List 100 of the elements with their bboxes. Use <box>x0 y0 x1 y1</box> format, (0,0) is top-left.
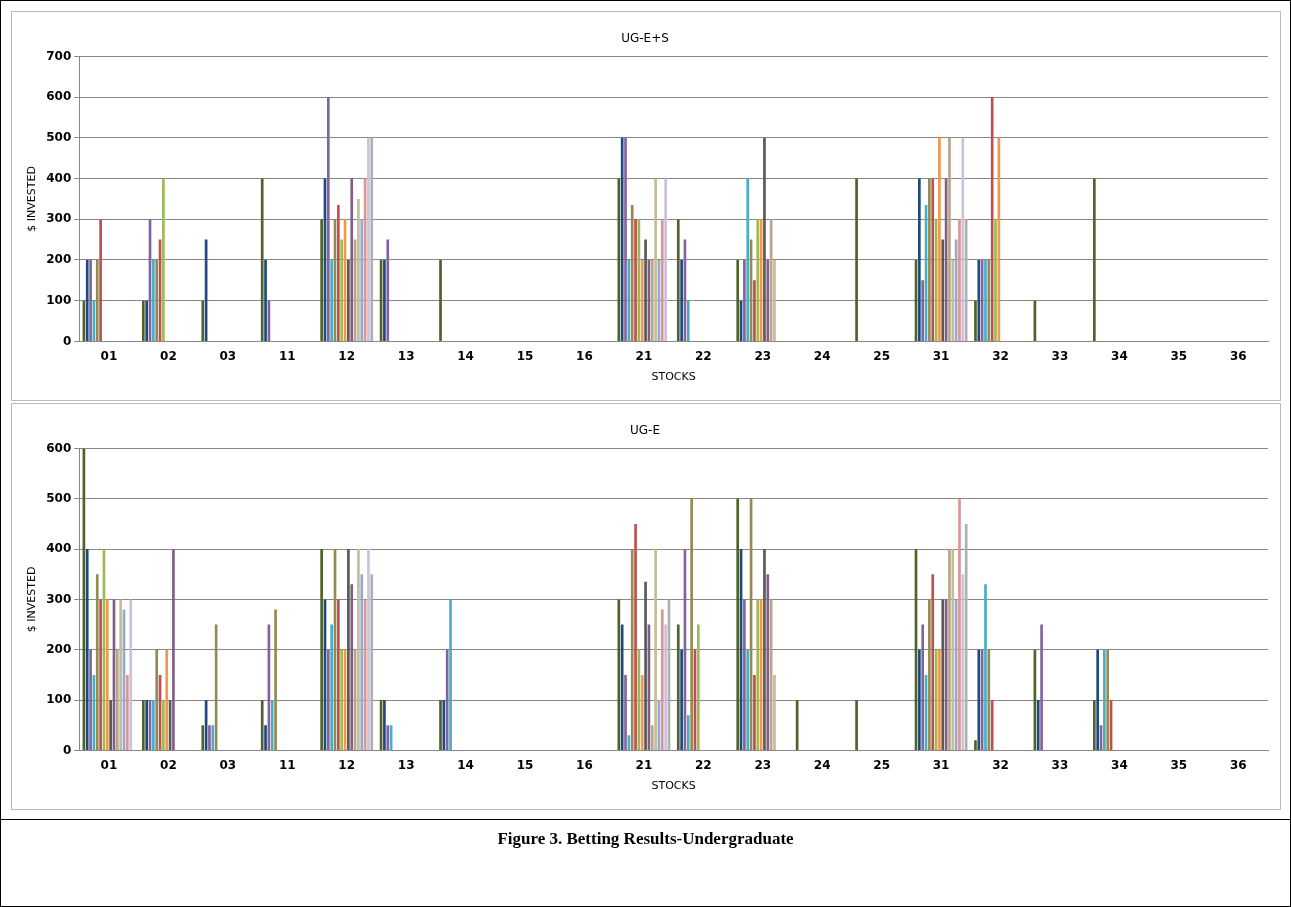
bar <box>624 137 627 341</box>
bar <box>736 498 740 750</box>
bar <box>126 674 129 750</box>
x-tick-label: 32 <box>992 348 1009 363</box>
x-tick-label: 31 <box>932 757 950 772</box>
bar <box>260 700 264 750</box>
bar <box>921 280 925 341</box>
bar <box>938 649 941 750</box>
bar <box>696 624 700 750</box>
bar <box>686 300 690 341</box>
x-tick-label: 15 <box>516 757 534 772</box>
x-tick-label: 15 <box>516 348 534 363</box>
x-tick-label: 34 <box>1111 757 1128 772</box>
bar <box>931 574 935 750</box>
bar <box>680 649 683 750</box>
x-tick-label: 33 <box>1051 348 1069 363</box>
bar <box>984 259 987 341</box>
y-tick-label: 500 <box>46 129 72 144</box>
bar <box>743 599 746 750</box>
bar <box>383 259 386 341</box>
bar <box>961 137 965 341</box>
x-tick-label: 13 <box>397 348 415 363</box>
y-axis-title: $ INVESTED <box>25 566 39 633</box>
bar <box>941 239 945 341</box>
x-tick-label: 22 <box>694 348 712 363</box>
bar <box>350 178 354 341</box>
x-tick-label: 25 <box>873 757 891 772</box>
bar <box>855 700 858 750</box>
bar <box>918 178 921 341</box>
bar <box>987 649 991 750</box>
bar <box>162 700 165 750</box>
chart-title: UG-E+S <box>621 31 669 46</box>
bar <box>617 599 621 750</box>
y-tick-label: 600 <box>46 440 72 455</box>
bar <box>201 725 205 750</box>
bar <box>1096 649 1100 750</box>
bar <box>337 205 340 341</box>
bar <box>360 574 364 750</box>
bar <box>439 700 442 750</box>
y-tick-label: 700 <box>46 48 72 63</box>
x-tick-label: 03 <box>219 757 237 772</box>
bar <box>270 700 274 750</box>
bar <box>964 523 968 750</box>
y-tick-label: 0 <box>62 333 72 348</box>
y-tick-label: 0 <box>62 742 72 757</box>
y-tick-label: 100 <box>46 292 72 307</box>
bar <box>330 259 334 341</box>
x-tick-label: 12 <box>338 348 356 363</box>
x-tick-label: 11 <box>278 348 296 363</box>
bar <box>152 700 155 750</box>
x-axis-title: STOCKS <box>651 370 696 384</box>
bar <box>264 259 267 341</box>
bar <box>386 239 390 341</box>
bar <box>620 137 624 341</box>
bar <box>624 674 627 750</box>
x-tick-label: 14 <box>457 757 474 772</box>
bar <box>958 498 961 750</box>
x-tick-label: 24 <box>813 757 831 772</box>
bar <box>439 259 442 341</box>
y-tick-label: 300 <box>46 591 72 606</box>
x-tick-label: 21 <box>635 757 653 772</box>
bar <box>958 219 961 341</box>
bar <box>208 725 211 750</box>
bar <box>928 178 931 341</box>
x-tick-label: 33 <box>1051 757 1069 772</box>
bar <box>763 549 766 750</box>
bar <box>152 259 155 341</box>
bar <box>620 624 624 750</box>
bar <box>119 599 123 750</box>
bar <box>85 549 89 750</box>
bar <box>753 674 756 750</box>
bar <box>951 259 955 341</box>
bar <box>773 674 776 750</box>
bar <box>746 178 750 341</box>
bar <box>211 725 215 750</box>
bar <box>264 725 267 750</box>
bar <box>347 549 350 750</box>
x-tick-label: 01 <box>100 348 118 363</box>
bar <box>99 599 102 750</box>
x-tick-label: 35 <box>1170 348 1188 363</box>
bar <box>948 137 951 341</box>
bar <box>367 549 370 750</box>
x-tick-label: 25 <box>873 348 891 363</box>
bar <box>260 178 264 341</box>
bar <box>660 219 664 341</box>
bar <box>931 178 935 341</box>
caption: Figure 3. Betting Results-Undergraduate <box>496 829 795 849</box>
y-tick-label: 400 <box>46 170 72 185</box>
bar <box>155 259 159 341</box>
y-tick-label: 200 <box>46 641 72 656</box>
bar <box>320 219 323 341</box>
bar <box>340 239 344 341</box>
bar <box>654 178 657 341</box>
bar <box>1103 649 1106 750</box>
bar <box>370 137 374 341</box>
bar <box>89 259 92 341</box>
bar <box>951 549 955 750</box>
bar <box>357 549 360 750</box>
bar <box>664 624 667 750</box>
bar <box>129 599 133 750</box>
